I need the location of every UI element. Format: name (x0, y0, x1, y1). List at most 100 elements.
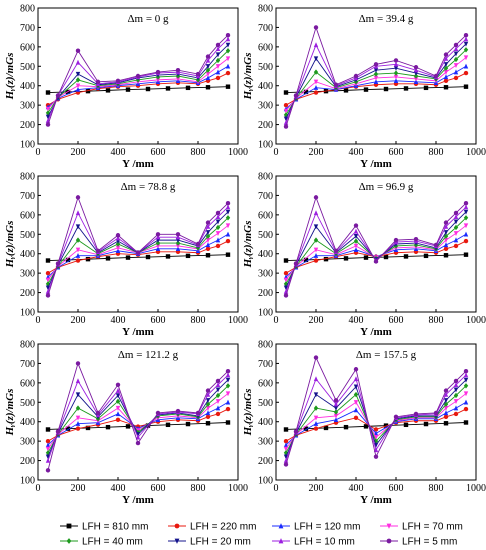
data-point (303, 257, 309, 263)
data-point (423, 421, 429, 427)
data-point (75, 378, 81, 384)
x-tick-label: 600 (151, 483, 166, 494)
y-tick-label: 300 (20, 101, 35, 112)
series-line (285, 401, 467, 446)
data-point (215, 224, 221, 231)
plot-frame (37, 7, 239, 145)
y-tick-label: 500 (20, 62, 35, 73)
data-point (75, 210, 81, 216)
data-point (313, 420, 319, 426)
data-point (75, 59, 81, 65)
x-tick-label: 800 (191, 315, 206, 326)
data-point (45, 446, 51, 452)
data-point (443, 398, 449, 404)
data-point (205, 220, 211, 225)
data-point (205, 388, 211, 393)
x-tick-label: 400 (111, 315, 126, 326)
data-point (95, 248, 101, 253)
data-point (283, 277, 289, 283)
y-tick-label: 500 (258, 230, 273, 241)
series-line (47, 50, 229, 114)
y-tick-label: 700 (258, 23, 273, 34)
series-line (285, 38, 467, 123)
data-point (443, 410, 449, 416)
series-lfh-5-mm (283, 195, 469, 298)
data-point (205, 414, 211, 420)
data-point (443, 69, 449, 75)
data-point (45, 438, 51, 444)
data-point (443, 230, 449, 236)
data-point (115, 387, 121, 393)
data-point (75, 426, 81, 431)
data-point (313, 90, 319, 95)
data-point (45, 277, 51, 283)
y-axis-label: Hᵧ(z)/mGs (242, 53, 254, 101)
y-tick-label: 600 (20, 42, 35, 53)
data-point (443, 85, 449, 90)
y-axis-label: Hᵧ(z)/mGs (242, 389, 254, 437)
data-point (463, 33, 469, 38)
data-point (463, 215, 469, 221)
data-point (363, 255, 369, 260)
y-tick-label: 700 (20, 359, 35, 370)
data-point (303, 426, 309, 431)
data-point (165, 254, 171, 259)
data-point (155, 243, 161, 249)
series-lfh-10-mm (45, 36, 231, 123)
data-point (463, 231, 469, 237)
data-point (453, 214, 459, 219)
data-point (205, 391, 211, 397)
data-point (225, 252, 231, 257)
data-point (403, 254, 409, 259)
data-point (225, 383, 231, 389)
panel-1: 100 200 300 400 500 600 700 800 0 200 400 600 800 100… (4, 4, 248, 171)
data-point (155, 77, 161, 83)
x-tick-label: 200 (71, 483, 86, 494)
x-tick-label: 0 (274, 147, 279, 158)
y-tick-label: 600 (258, 210, 273, 221)
data-point (45, 293, 51, 298)
series-lfh-40-mm (45, 48, 231, 116)
x-tick-label: 0 (36, 147, 41, 158)
y-tick-label: 200 (258, 120, 273, 131)
series-line (47, 211, 229, 288)
data-point (225, 231, 231, 237)
data-point (393, 414, 399, 420)
x-tick-label: 0 (36, 315, 41, 326)
data-point (145, 86, 151, 92)
y-axis-label: Hᵧ(z)/mGs (242, 221, 254, 269)
data-point (75, 247, 81, 253)
data-point (443, 242, 449, 248)
data-point (453, 378, 459, 384)
data-point (105, 88, 111, 93)
data-point (225, 56, 231, 62)
data-point (75, 86, 81, 92)
data-point (453, 69, 459, 75)
data-point (453, 56, 459, 63)
y-tick-label: 400 (258, 417, 273, 428)
data-point (373, 79, 379, 85)
data-point (225, 420, 231, 425)
data-point (115, 233, 121, 238)
y-tick-label: 600 (258, 42, 273, 53)
data-point (453, 243, 459, 249)
data-point (313, 79, 319, 85)
data-point (463, 209, 469, 215)
data-point (283, 270, 289, 276)
x-tick-label: 200 (309, 147, 324, 158)
data-point (313, 195, 319, 200)
data-point (205, 54, 211, 59)
data-point (393, 70, 399, 76)
data-point (353, 234, 359, 239)
data-point (205, 246, 211, 252)
data-point (283, 102, 289, 108)
data-point (463, 399, 469, 405)
panel-title: Δm = 121.2 g (118, 349, 179, 361)
data-point (463, 252, 469, 257)
data-point (175, 240, 181, 246)
data-point (215, 387, 221, 393)
data-point (45, 270, 51, 276)
y-axis-label: Hᵧ(z)/mGs (4, 389, 16, 437)
series-line (285, 49, 467, 116)
x-tick-label: 600 (389, 483, 404, 494)
